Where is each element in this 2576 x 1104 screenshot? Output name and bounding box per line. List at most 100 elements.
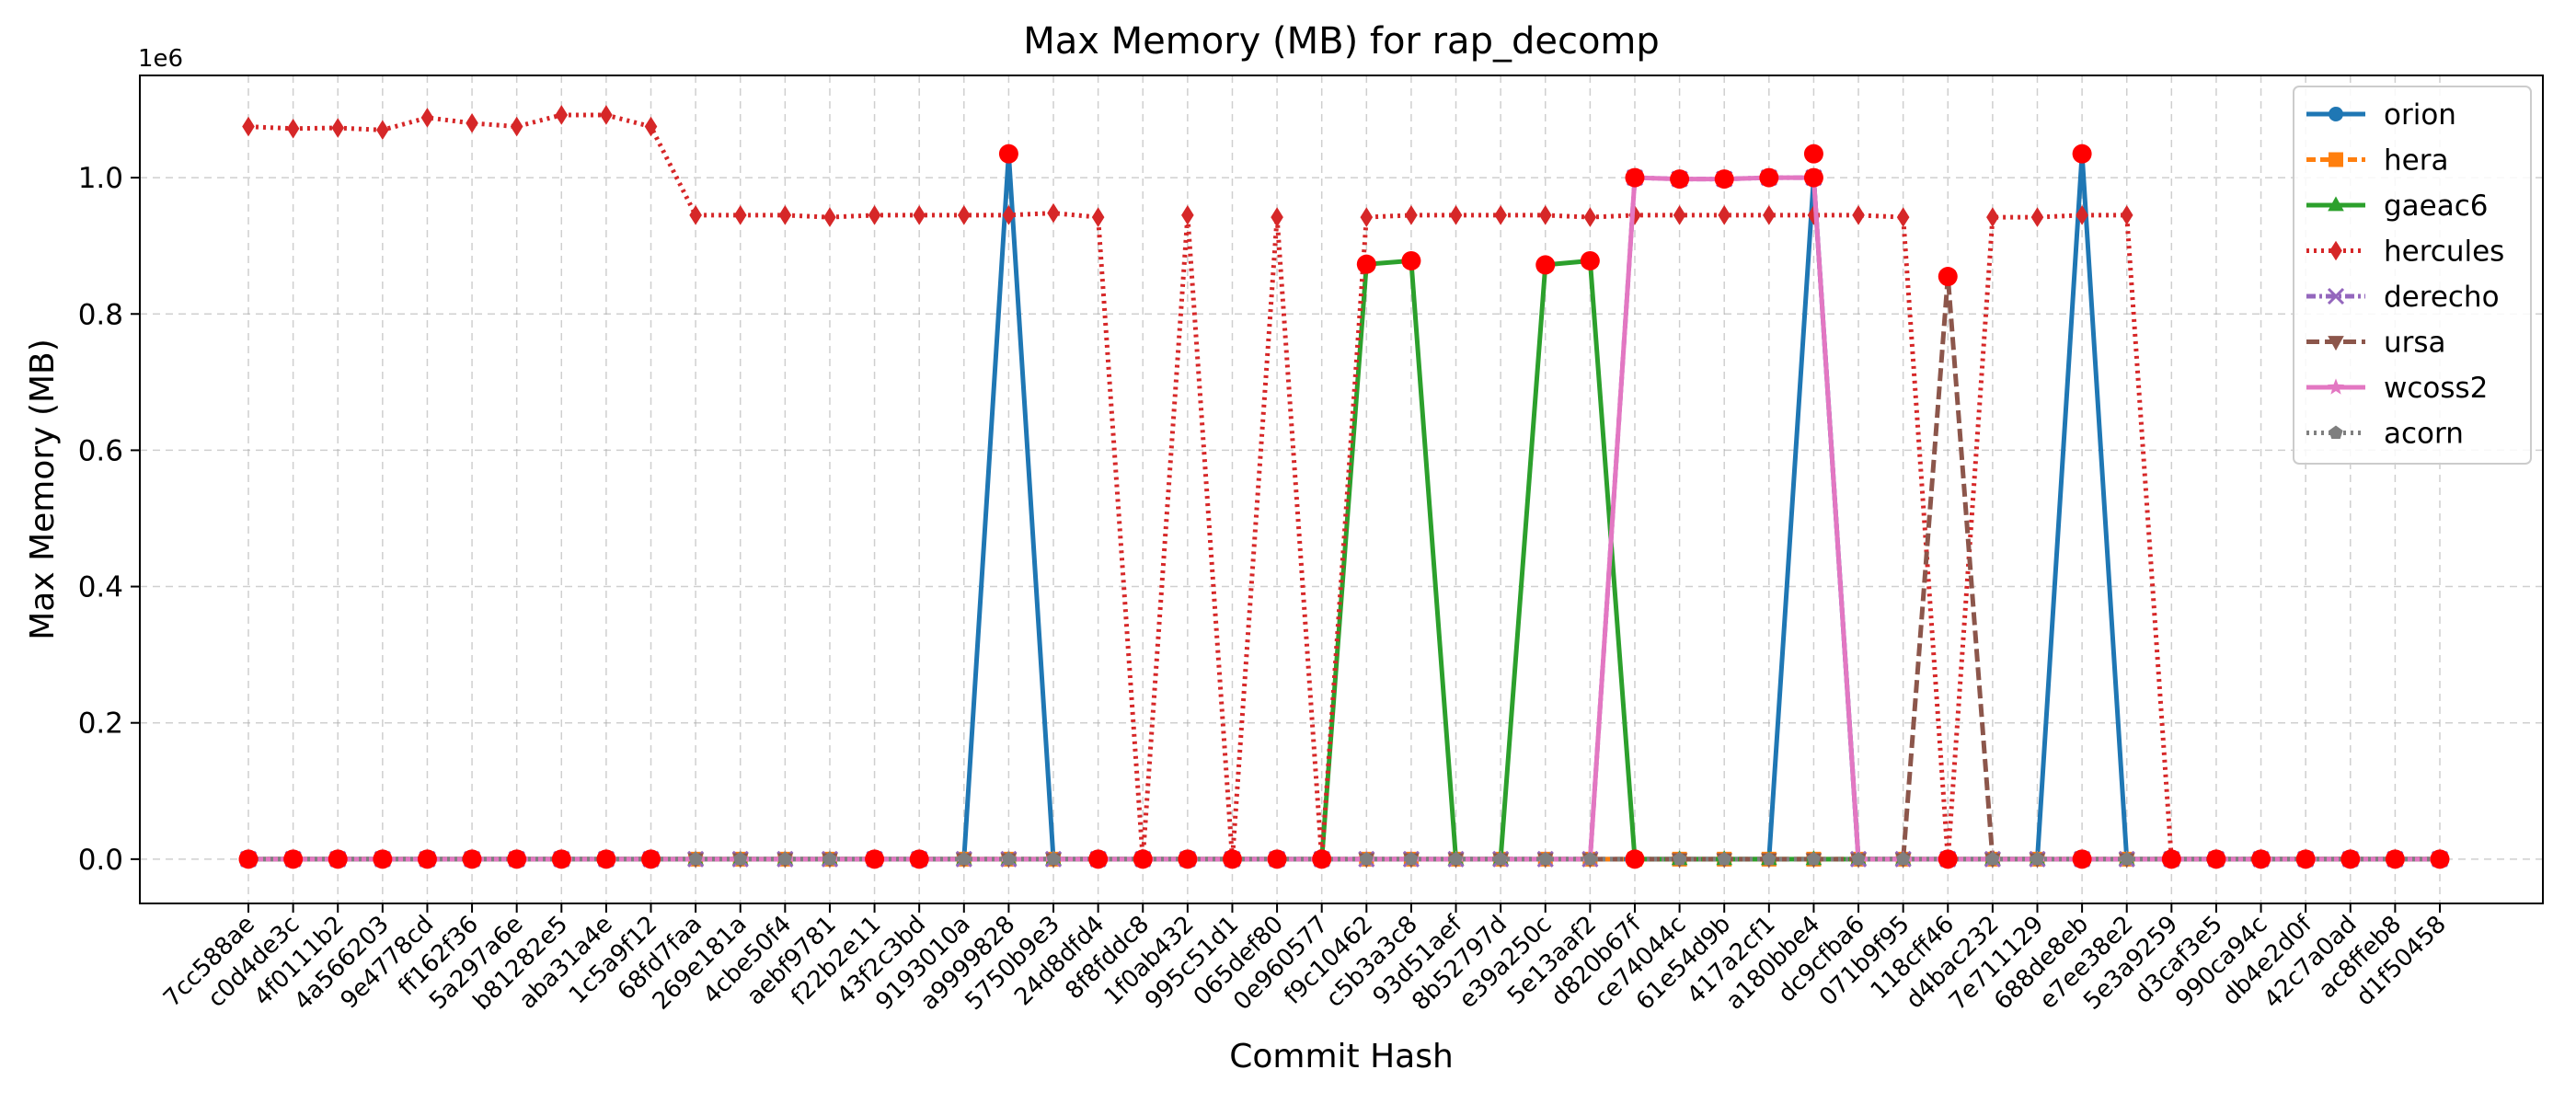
point-hercules [331, 118, 345, 138]
point-hercules [1986, 207, 1999, 227]
point-acorn [1673, 851, 1687, 866]
point-hercules [1538, 205, 1552, 225]
point-acorn [1582, 851, 1597, 866]
point-hercules [600, 105, 613, 125]
highlight-point [1625, 167, 1645, 188]
point-acorn [1001, 851, 1016, 866]
point-hercules [1091, 207, 1105, 227]
point-hercules [1852, 205, 1865, 225]
highlight-point [1312, 849, 1332, 869]
point-hercules [823, 207, 836, 227]
point-acorn [1762, 851, 1777, 866]
legend-marker [2329, 425, 2343, 439]
point-hercules [242, 116, 255, 137]
legend-item-orion: orion [2306, 98, 2456, 132]
highlight-point [1133, 849, 1153, 869]
highlight-point [2161, 849, 2181, 869]
legend-marker [2329, 152, 2343, 167]
highlight-point [641, 849, 661, 869]
highlight-point [2251, 849, 2271, 869]
point-hercules [778, 205, 792, 225]
highlight-point [1580, 250, 1600, 270]
legend-label: wcoss2 [2384, 372, 2488, 405]
y-tick-label: 1.0 [78, 162, 123, 195]
point-hercules [466, 113, 478, 133]
point-acorn [1359, 851, 1374, 866]
y-scale-label: 1e6 [138, 45, 183, 73]
point-hercules [1628, 205, 1641, 225]
point-acorn [1806, 851, 1821, 866]
legend-item-hercules: hercules [2306, 236, 2504, 269]
legend-item-acorn: acorn [2306, 418, 2464, 451]
point-acorn [733, 851, 748, 866]
legend-item-ursa: ursa [2306, 327, 2446, 360]
point-hercules [1718, 205, 1731, 225]
highlight-point [1803, 144, 1823, 164]
highlight-point [2072, 849, 2092, 869]
y-tick-label: 0.2 [78, 707, 123, 741]
highlight-point [1222, 849, 1242, 869]
point-acorn [1717, 851, 1731, 866]
highlight-point [2430, 849, 2450, 869]
highlight-point [998, 144, 1018, 164]
legend-marker [2329, 240, 2342, 261]
legend-item-wcoss2: wcoss2 [2306, 372, 2488, 405]
point-hercules [1405, 205, 1418, 225]
y-axis-label: Max Memory (MB) [24, 339, 62, 640]
point-acorn [1448, 851, 1464, 866]
highlight-point [1535, 255, 1556, 275]
highlight-point [1401, 250, 1421, 270]
highlight-points [238, 144, 2450, 869]
highlight-point [1938, 267, 1958, 287]
point-acorn [1493, 851, 1508, 866]
highlight-point [2385, 849, 2405, 869]
legend-item-gaeac6: gaeac6 [2306, 190, 2489, 223]
series-line-hercules [247, 112, 2440, 862]
point-hercules [913, 205, 926, 225]
point-hercules [1583, 207, 1597, 227]
point-hercules [1449, 205, 1463, 225]
highlight-point [2206, 849, 2226, 869]
point-hercules [286, 118, 300, 139]
point-hercules [1181, 205, 1194, 225]
point-hercules [1047, 202, 1060, 224]
point-acorn [1985, 851, 2000, 866]
legend: orion hera gaeac6 hercules derecho ursa wcoss2… [2293, 86, 2532, 465]
highlight-point [417, 849, 437, 869]
highlight-point [1178, 849, 1198, 869]
highlight-point [1625, 849, 1645, 869]
plot-frame [139, 75, 2544, 904]
point-hercules [1002, 205, 1016, 225]
highlight-point [551, 849, 571, 869]
legend-item-derecho: derecho [2306, 281, 2500, 314]
point-hercules [957, 205, 971, 225]
highlight-point [596, 849, 616, 869]
y-tick-label: 0.6 [78, 434, 123, 467]
point-acorn [777, 851, 792, 866]
highlight-point [462, 849, 482, 869]
point-acorn [1404, 851, 1419, 866]
highlight-point [2072, 144, 2092, 164]
point-acorn [2120, 851, 2134, 866]
point-hercules [2030, 207, 2044, 227]
highlight-point [1670, 169, 1690, 190]
highlight-point [328, 849, 348, 869]
point-hercules [644, 116, 658, 137]
point-hercules [2120, 205, 2133, 225]
point-hercules [2076, 205, 2088, 225]
highlight-point [1356, 254, 1376, 274]
highlight-point [283, 849, 304, 869]
legend-label: hera [2384, 144, 2448, 178]
legend-marker [2327, 287, 2345, 305]
highlight-point [1714, 169, 1734, 190]
x-axis-label: Commit Hash [1229, 1038, 1454, 1075]
point-hercules [376, 120, 389, 141]
point-hercules [1271, 207, 1283, 227]
point-acorn [822, 851, 837, 866]
point-hercules [1360, 207, 1374, 227]
point-hercules [510, 116, 523, 137]
highlight-point [1759, 167, 1779, 188]
legend-label: hercules [2384, 236, 2504, 269]
legend-label: acorn [2384, 418, 2464, 451]
y-axis-ticks: 0.0 0.2 0.4 0.6 0.8 1.0 [78, 162, 140, 877]
